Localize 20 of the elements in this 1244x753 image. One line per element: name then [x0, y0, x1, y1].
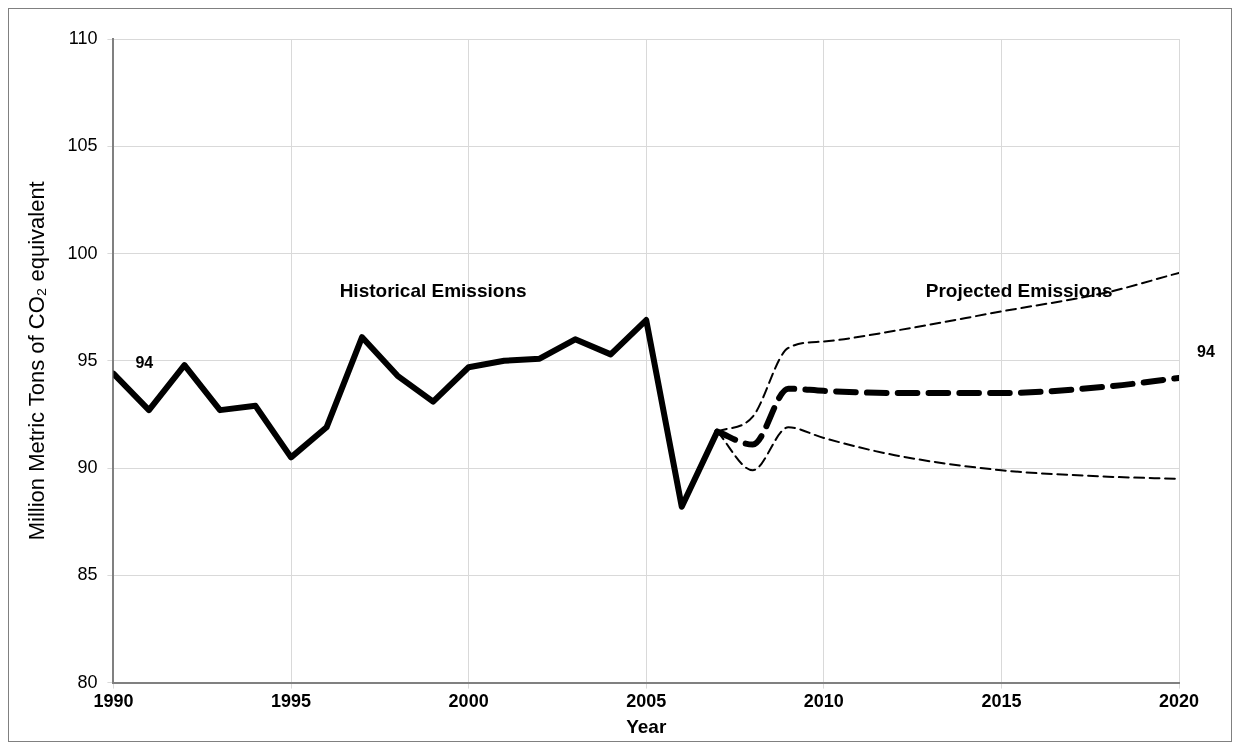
x-tick-label: 2010 — [803, 691, 844, 712]
x-axis-title: Year — [626, 715, 667, 737]
y-tick-label: 100 — [67, 242, 98, 263]
x-tick-label: 2000 — [448, 691, 489, 712]
annotation: 94 — [135, 354, 154, 372]
y-tick-label: 85 — [77, 564, 98, 585]
y-tick-label: 110 — [68, 27, 98, 48]
x-tick-label: 1990 — [93, 691, 134, 712]
x-tick-label: 2020 — [1158, 691, 1200, 712]
annotation: Historical Emissions — [339, 280, 527, 302]
x-tick-label: 2005 — [626, 691, 667, 712]
annotation: Projected Emissions — [925, 280, 1113, 302]
y-tick-label: 105 — [67, 135, 98, 156]
y-axis-title: Million Metric Tons of CO₂ equivalent — [24, 181, 50, 541]
x-tick-label: 1995 — [271, 691, 312, 712]
annotation: 94 — [1197, 343, 1215, 361]
y-tick-label: 80 — [77, 671, 98, 692]
x-tick-label: 2015 — [981, 691, 1022, 712]
y-tick-label: 90 — [77, 457, 98, 478]
y-tick-label: 95 — [77, 349, 98, 370]
